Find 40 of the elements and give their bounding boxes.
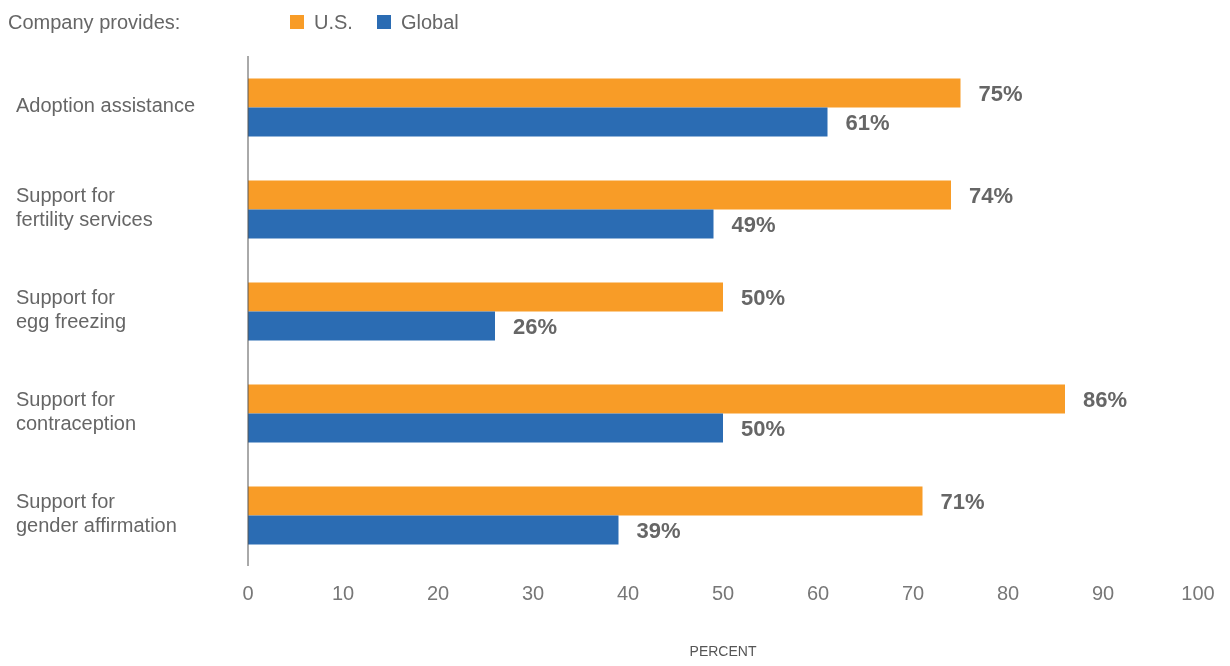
- data-label: 50%: [741, 284, 786, 310]
- bar: [248, 384, 1065, 414]
- x-tick-label: 80: [996, 582, 1020, 605]
- legend-title: Company provides:: [8, 10, 182, 34]
- bar: [248, 107, 828, 137]
- x-tick-label: 0: [242, 582, 254, 605]
- x-tick-label: 70: [901, 582, 925, 605]
- data-label: 26%: [513, 313, 558, 339]
- y-tick-label: Support for fertility services: [16, 184, 153, 231]
- data-label: 86%: [1083, 386, 1128, 412]
- legend-label: Global: [399, 10, 459, 34]
- bar: [248, 78, 961, 108]
- y-tick-label: Support for egg freezing: [16, 286, 127, 333]
- bar: [248, 515, 619, 545]
- x-tick-label: 10: [331, 582, 355, 605]
- data-label: 61%: [845, 109, 890, 135]
- data-label: 39%: [636, 517, 681, 543]
- x-tick-label: 50: [711, 582, 735, 605]
- bar: [248, 180, 951, 210]
- data-label: 71%: [940, 488, 985, 514]
- bar: [248, 311, 495, 341]
- bar: [248, 209, 714, 239]
- x-tick-label: 90: [1091, 582, 1115, 605]
- x-tick-label: 60: [806, 582, 830, 605]
- y-tick-label: Support for gender affirmation: [16, 490, 177, 537]
- data-label: 74%: [969, 182, 1014, 208]
- x-tick-label: 30: [521, 582, 545, 605]
- x-tick-label: 20: [426, 582, 450, 605]
- bar: [248, 486, 923, 516]
- data-label: 50%: [741, 415, 786, 441]
- y-tick-label: Adoption assistance: [16, 94, 196, 117]
- bar: [248, 413, 723, 443]
- data-label: 75%: [978, 80, 1023, 106]
- data-label: 49%: [731, 211, 776, 237]
- x-tick-label: 40: [616, 582, 640, 605]
- x-tick-label: 100: [1181, 582, 1215, 605]
- y-tick-label: Support for contraception: [16, 388, 137, 435]
- x-axis-title: PERCENT: [689, 643, 757, 659]
- bar: [248, 282, 723, 312]
- legend-label: U.S.: [313, 10, 353, 34]
